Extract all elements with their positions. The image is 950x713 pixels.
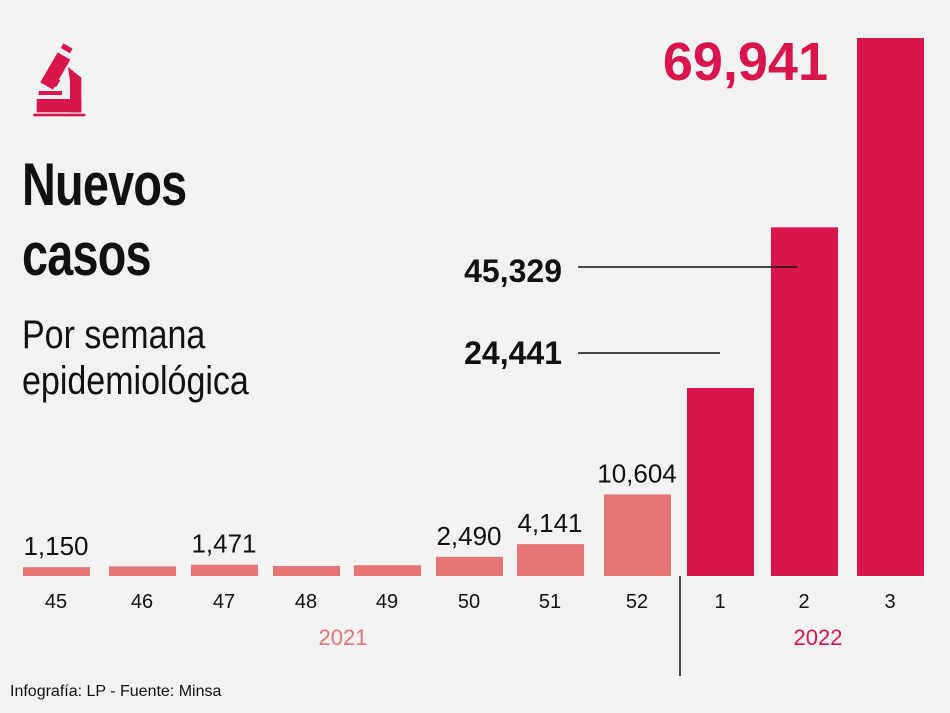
data-label: 45,329 bbox=[464, 253, 562, 289]
microscope-icon bbox=[33, 43, 86, 117]
data-label-max: 69,941 bbox=[663, 32, 828, 92]
title-line-1: Nuevos bbox=[22, 151, 187, 218]
year-label-2022: 2022 bbox=[794, 625, 843, 650]
subtitle-line-1: Por semana bbox=[22, 313, 206, 357]
data-label: 2,490 bbox=[436, 521, 501, 551]
data-label: 10,604 bbox=[597, 458, 677, 488]
x-tick-label: 2 bbox=[798, 591, 809, 613]
year-label-2021: 2021 bbox=[319, 625, 368, 650]
chart-subtitle: Por semana epidemiológica bbox=[22, 312, 249, 404]
bar-week-46 bbox=[109, 566, 176, 576]
bar-week-47 bbox=[191, 564, 258, 576]
source-note: Infografía: LP - Fuente: Minsa bbox=[10, 683, 222, 700]
bar-week-2 bbox=[771, 227, 838, 576]
bar-week-50 bbox=[436, 556, 503, 576]
x-tick-label: 46 bbox=[131, 591, 153, 613]
x-tick-label: 47 bbox=[213, 591, 235, 613]
x-tick-label: 50 bbox=[458, 591, 480, 613]
bar-week-3 bbox=[857, 38, 924, 576]
data-label: 4,141 bbox=[517, 508, 582, 538]
subtitle-line-2: epidemiológica bbox=[22, 359, 249, 403]
bar-week-52 bbox=[604, 494, 671, 576]
x-tick-label: 52 bbox=[626, 591, 648, 613]
data-label: 1,150 bbox=[23, 531, 88, 561]
chart-title: Nuevos casos bbox=[22, 150, 187, 290]
bar-week-49 bbox=[354, 565, 421, 576]
bar-week-45 bbox=[23, 567, 90, 576]
x-tick-label: 45 bbox=[45, 591, 67, 613]
bar-week-51 bbox=[517, 544, 584, 576]
x-tick-label: 48 bbox=[295, 591, 317, 613]
bar-week-48 bbox=[273, 566, 340, 576]
x-tick-label: 3 bbox=[884, 591, 895, 613]
title-line-2: casos bbox=[22, 221, 152, 288]
x-tick-label: 1 bbox=[714, 591, 725, 613]
data-label: 24,441 bbox=[464, 335, 562, 371]
x-tick-label: 49 bbox=[376, 591, 398, 613]
data-label: 1,471 bbox=[191, 529, 256, 559]
bar-week-1 bbox=[687, 387, 754, 576]
x-tick-label: 51 bbox=[539, 591, 561, 613]
